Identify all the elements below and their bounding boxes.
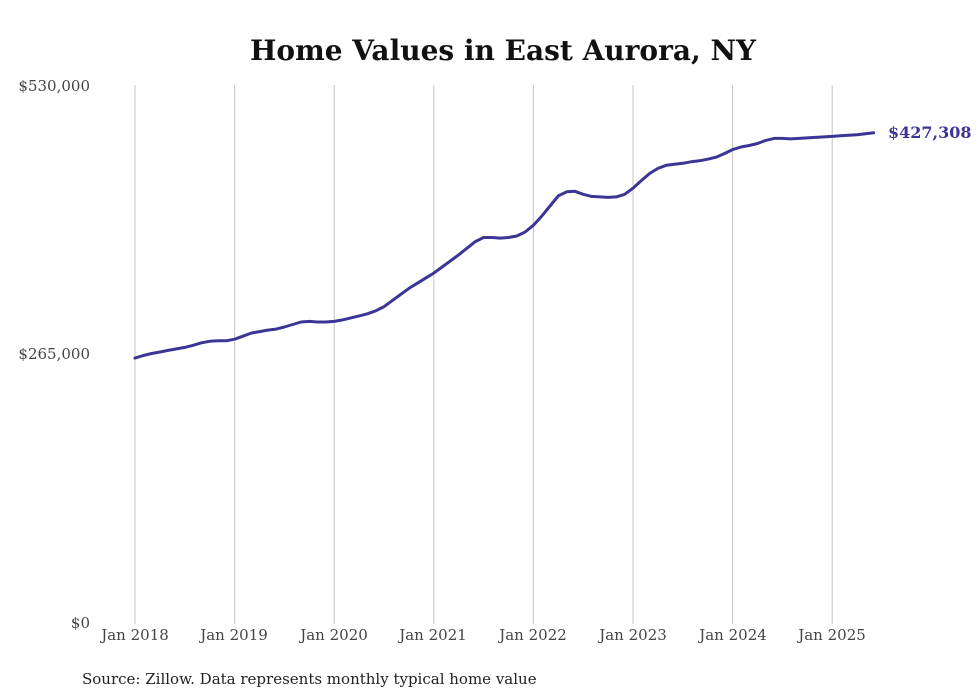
x-tick-label-2025: Jan 2025	[796, 626, 866, 644]
x-tick-label-2018: Jan 2018	[99, 626, 169, 644]
x-tick-label-2023: Jan 2023	[597, 626, 667, 644]
latest-value-label: $427,308	[888, 123, 972, 142]
x-tick-label-2020: Jan 2020	[298, 626, 368, 644]
y-tick-label-max: $530,000	[18, 77, 90, 95]
y-tick-label-zero: $0	[71, 614, 90, 632]
x-tick-label-2022: Jan 2022	[497, 626, 567, 644]
gridlines	[134, 85, 833, 624]
source-note: Source: Zillow. Data represents monthly …	[82, 670, 537, 688]
chart-title: Home Values in East Aurora, NY	[250, 34, 757, 67]
x-tick-label-2024: Jan 2024	[697, 626, 767, 644]
y-tick-label-mid: $265,000	[18, 345, 90, 363]
home-value-line	[133, 131, 876, 360]
x-tick-label-2021: Jan 2021	[397, 626, 467, 644]
x-tick-label-2019: Jan 2019	[198, 626, 268, 644]
